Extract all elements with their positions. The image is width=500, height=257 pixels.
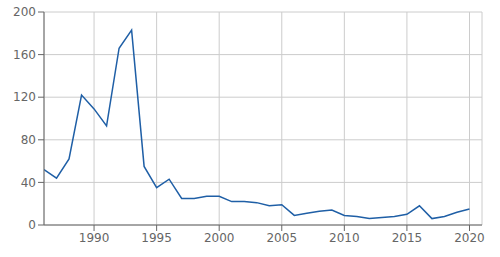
svg-text:2020: 2020 (454, 231, 485, 245)
svg-text:1995: 1995 (141, 231, 172, 245)
svg-text:2005: 2005 (266, 231, 297, 245)
svg-text:160: 160 (13, 48, 36, 62)
svg-text:80: 80 (21, 133, 36, 147)
svg-text:0: 0 (28, 218, 36, 232)
svg-text:1990: 1990 (79, 231, 110, 245)
svg-text:40: 40 (21, 176, 36, 190)
svg-text:200: 200 (13, 5, 36, 19)
svg-text:2015: 2015 (392, 231, 423, 245)
svg-text:2000: 2000 (204, 231, 235, 245)
svg-text:2010: 2010 (329, 231, 360, 245)
svg-text:120: 120 (13, 90, 36, 104)
